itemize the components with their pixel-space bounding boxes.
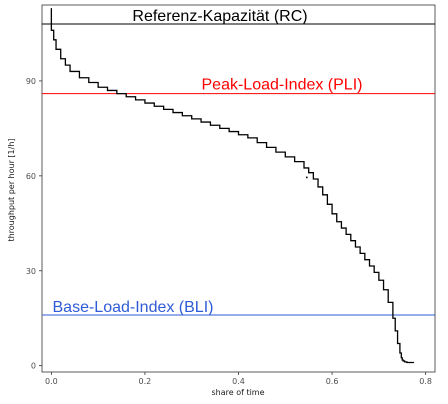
y-tick-label: 0 [31, 362, 36, 371]
y-tick-label: 60 [26, 172, 36, 181]
x-tick-label: 0.4 [232, 377, 245, 386]
x-axis-label: share of time [211, 388, 264, 397]
x-tick-label: 0.8 [419, 377, 432, 386]
reference-line-label: Referenz-Kapazität (RC) [132, 8, 307, 25]
y-tick-label: 30 [26, 267, 36, 276]
y-tick-label: 90 [26, 77, 36, 86]
plot-panel [41, 4, 436, 373]
x-axis: 0.0 0.2 0.4 0.6 0.8 [45, 372, 432, 386]
x-tick-label: 0.6 [326, 377, 339, 386]
reference-line-label: Base-Load-Index (BLI) [53, 299, 214, 316]
reference-lines [42, 23, 435, 316]
series-layer [50, 8, 414, 364]
x-tick-label: 0.0 [45, 377, 58, 386]
outlier-point [306, 176, 308, 179]
x-tick-label: 0.2 [139, 377, 152, 386]
reference-labels: Referenz-Kapazität (RC) Peak-Load-Index (… [53, 8, 363, 316]
series-line [50, 8, 414, 364]
y-axis-label: throughput per hour [1/h] [7, 138, 16, 241]
reference-line-label: Peak-Load-Index (PLI) [202, 77, 363, 94]
y-axis: 0 30 60 90 [26, 77, 42, 371]
